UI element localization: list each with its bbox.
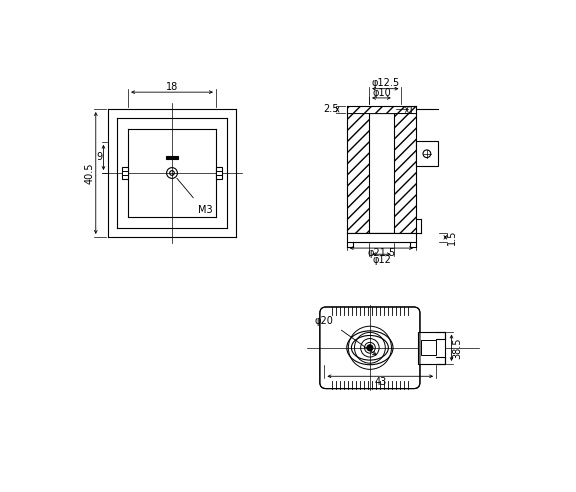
Text: 40.5: 40.5	[85, 162, 94, 184]
Text: 1: 1	[408, 106, 415, 116]
Text: 43: 43	[374, 377, 386, 387]
Text: φ12.5: φ12.5	[371, 78, 399, 88]
Bar	[369, 113, 394, 233]
Bar	[420, 340, 436, 356]
Text: φ20: φ20	[315, 316, 334, 326]
Bar	[347, 233, 416, 242]
Bar	[347, 113, 369, 233]
Circle shape	[367, 345, 373, 351]
Bar	[166, 156, 178, 159]
Bar	[216, 167, 222, 179]
Text: 38.5: 38.5	[453, 337, 463, 359]
Text: φ12: φ12	[372, 255, 391, 265]
Bar	[394, 113, 416, 233]
Bar	[416, 141, 438, 166]
Text: 1.5: 1.5	[446, 230, 457, 245]
Text: 9: 9	[97, 153, 103, 162]
Bar	[347, 106, 416, 113]
Text: 2.5: 2.5	[324, 104, 339, 115]
FancyBboxPatch shape	[320, 307, 420, 389]
Text: M3: M3	[198, 205, 213, 215]
Text: φ10: φ10	[372, 88, 391, 98]
Bar	[418, 332, 445, 364]
Bar	[217, 171, 221, 175]
Bar	[122, 167, 128, 179]
Bar	[123, 171, 127, 175]
Text: φ21.5: φ21.5	[367, 248, 396, 258]
Text: 18: 18	[166, 82, 178, 92]
